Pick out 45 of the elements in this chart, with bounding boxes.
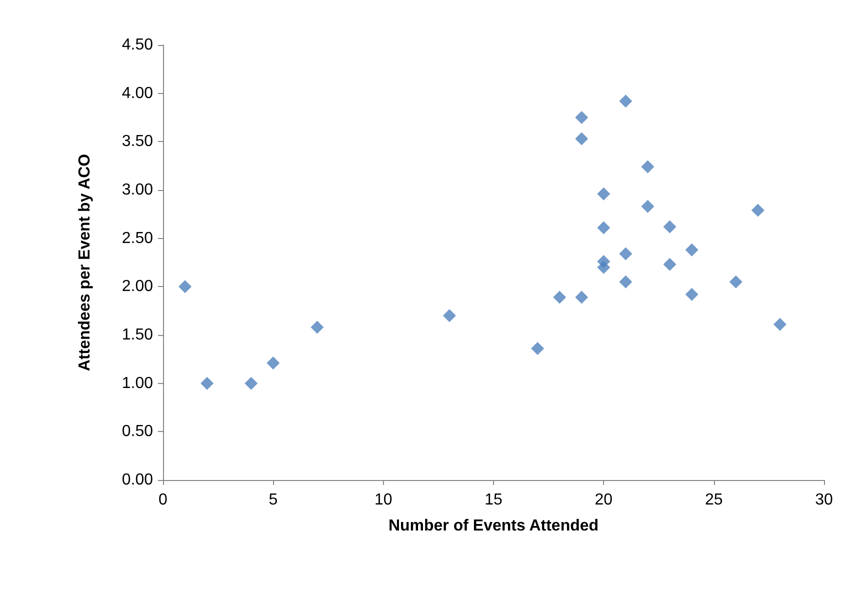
x-tick-label: 20 — [594, 492, 613, 508]
y-axis-title: Attendees per Event by ACO — [76, 154, 94, 372]
x-axis-title: Number of Events Attended — [388, 518, 599, 534]
x-tick-label: 25 — [704, 492, 723, 508]
point — [575, 132, 588, 146]
x-tick-label: 15 — [484, 492, 502, 508]
point — [266, 356, 280, 370]
point — [773, 318, 786, 331]
point — [663, 258, 676, 271]
x-tick-label: 10 — [374, 492, 392, 508]
y-tick-label: 0.50 — [122, 423, 154, 440]
point — [619, 275, 632, 288]
point — [597, 260, 610, 274]
y-tick-label: 1.00 — [122, 374, 154, 392]
y-tick-label: 4.50 — [122, 36, 154, 54]
y-tick-label: 3.50 — [122, 133, 154, 150]
point — [597, 187, 610, 200]
point — [553, 290, 566, 304]
point — [751, 204, 764, 217]
point — [200, 376, 214, 390]
y-tick-label: 4.00 — [122, 84, 154, 102]
x-tick-label: 5 — [268, 492, 278, 508]
point — [310, 320, 324, 334]
point — [663, 220, 676, 234]
point — [729, 275, 742, 288]
point — [575, 111, 588, 124]
y-tick-label: 0.00 — [122, 472, 154, 488]
point — [641, 160, 654, 174]
point — [597, 221, 610, 234]
point — [442, 309, 456, 322]
point — [685, 243, 698, 256]
point — [178, 280, 192, 294]
y-tick-label: 2.50 — [122, 230, 154, 247]
x-tick-label: 0 — [158, 492, 168, 508]
point — [244, 376, 258, 390]
point — [531, 342, 544, 356]
point — [619, 94, 632, 108]
point — [619, 247, 632, 260]
x-tick-label: 30 — [815, 492, 833, 508]
point — [641, 200, 654, 213]
y-tick-label: 3.00 — [122, 182, 154, 198]
y-tick-label: 2.00 — [122, 278, 154, 296]
point — [575, 290, 588, 304]
point — [685, 288, 698, 301]
y-tick-label: 1.50 — [122, 326, 154, 344]
